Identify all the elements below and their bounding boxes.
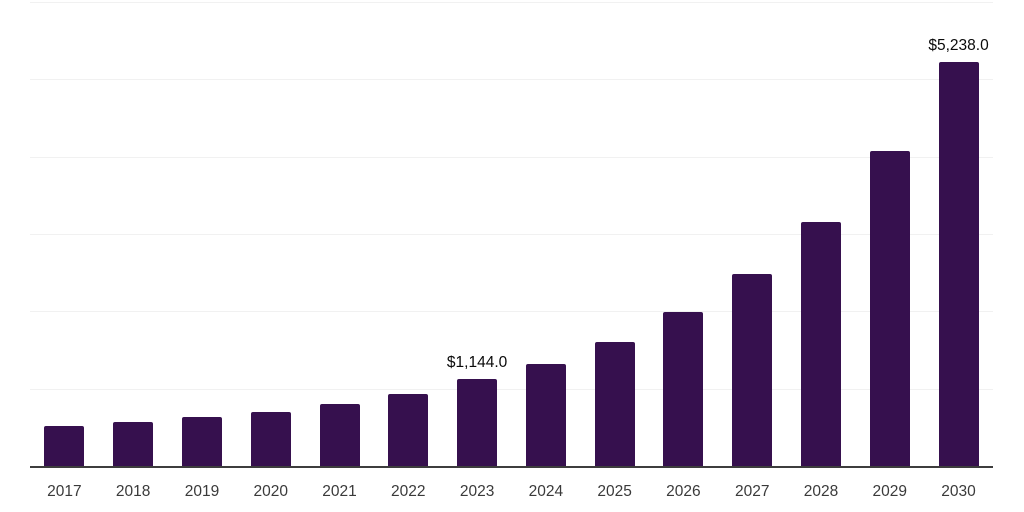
bar-slot-2020 xyxy=(236,0,305,467)
bar-2027 xyxy=(732,274,773,467)
bar-slot-2018 xyxy=(99,0,168,467)
bar-2019 xyxy=(181,417,222,467)
x-tick-label-2017: 2017 xyxy=(47,483,82,500)
x-tick-label-2030: 2030 xyxy=(941,483,976,500)
bar-slot-2022 xyxy=(374,0,443,467)
bar-slot-2024 xyxy=(511,0,580,467)
gridline xyxy=(30,79,993,81)
bar-slot-2025 xyxy=(580,0,649,467)
bar-2018 xyxy=(113,421,154,467)
bar-2026 xyxy=(663,312,704,467)
x-tick-label-2018: 2018 xyxy=(115,483,151,500)
bar-2028 xyxy=(800,221,841,467)
x-tick-label-2029: 2029 xyxy=(872,483,907,500)
bar-2029 xyxy=(869,151,910,467)
bar-2024 xyxy=(525,363,566,467)
x-tick-label-2023: 2023 xyxy=(459,483,495,500)
bar-2021 xyxy=(319,403,360,467)
gridline xyxy=(30,311,993,313)
bar-slot-2019 xyxy=(168,0,237,467)
bar-series: $1,144.0 $5,238.0 xyxy=(30,0,993,467)
gridline xyxy=(30,388,993,390)
x-axis-tick-labels: 2017 2018 2019 2020 2021 2022 2023 2024 2025 2026… xyxy=(30,482,993,501)
bar-slot-2026 xyxy=(649,0,718,467)
gridline xyxy=(30,156,993,158)
bar-2025 xyxy=(594,341,635,467)
bar-slot-2027 xyxy=(718,0,787,467)
bar-slot-2023: $1,144.0 xyxy=(443,0,512,467)
bar-2022 xyxy=(388,393,429,467)
bar-2030 xyxy=(938,61,979,467)
x-tick-label-2019: 2019 xyxy=(184,483,220,500)
bar-2017 xyxy=(44,426,85,467)
bar-value-label-2023: $1,144.0 xyxy=(446,353,508,371)
gridline xyxy=(30,2,993,3)
bar-slot-2029 xyxy=(855,0,924,467)
gridline xyxy=(30,234,993,235)
x-tick-label-2025: 2025 xyxy=(597,483,632,500)
x-tick-label-2024: 2024 xyxy=(528,483,564,500)
bar-2023 xyxy=(457,378,498,467)
x-axis-line xyxy=(30,466,993,468)
bar-2020 xyxy=(250,411,291,467)
x-tick-label-2028: 2028 xyxy=(803,483,839,500)
plot-area: $1,144.0 $5,238.0 xyxy=(30,0,993,468)
x-tick-label-2022: 2022 xyxy=(391,483,426,500)
bar-value-label-2030: $5,238.0 xyxy=(928,36,989,54)
x-tick-label-2020: 2020 xyxy=(253,483,288,500)
bar-slot-2030: $5,238.0 xyxy=(924,0,993,467)
x-tick-label-2026: 2026 xyxy=(666,483,701,500)
x-tick-label-2021: 2021 xyxy=(322,483,357,500)
x-tick-label-2027: 2027 xyxy=(734,483,770,500)
bar-slot-2028 xyxy=(787,0,856,467)
bar-slot-2021 xyxy=(305,0,374,467)
bar-slot-2017 xyxy=(30,0,99,467)
